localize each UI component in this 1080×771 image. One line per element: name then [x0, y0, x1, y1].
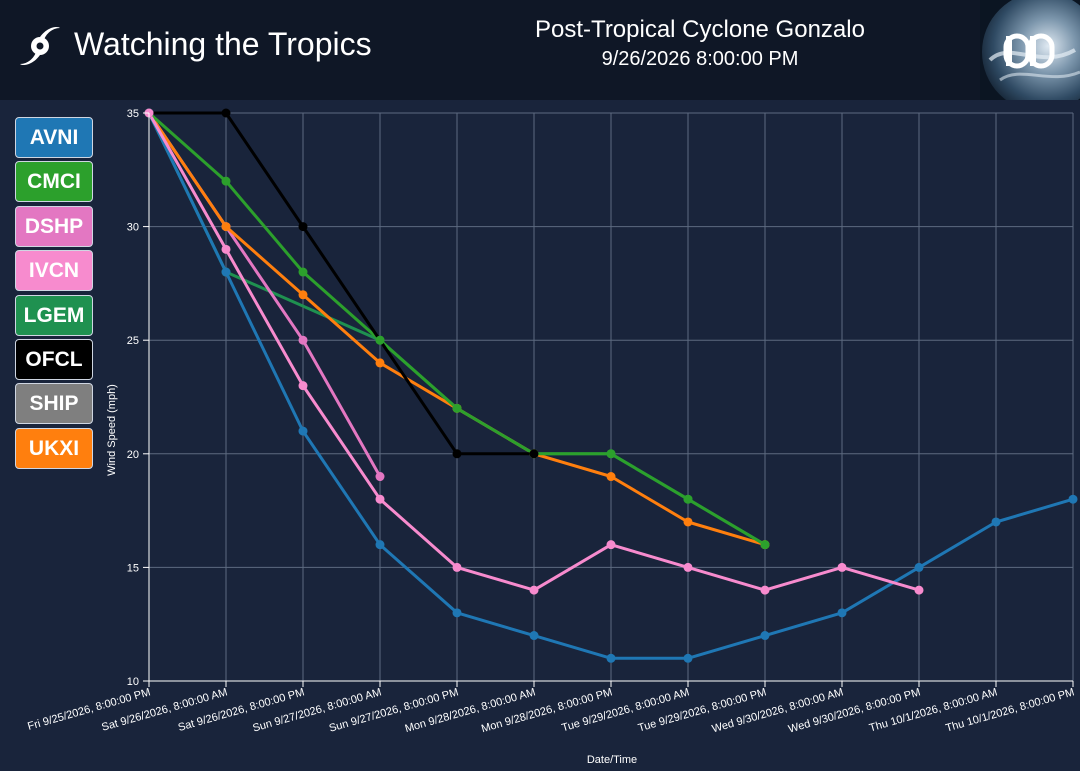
- x-tick-label: Sun 9/27/2026, 8:00:00 AM: [251, 686, 382, 734]
- data-point-ukxi[interactable]: [221, 222, 231, 232]
- x-tick-label: Sun 9/27/2026, 8:00:00 PM: [328, 686, 460, 734]
- data-point-cmci[interactable]: [298, 267, 308, 277]
- data-point-avni[interactable]: [221, 267, 231, 277]
- data-point-ofcl[interactable]: [529, 449, 539, 459]
- y-tick-label: 35: [127, 108, 139, 120]
- data-point-ivcn[interactable]: [298, 381, 308, 391]
- data-point-cmci[interactable]: [683, 494, 693, 504]
- data-point-avni[interactable]: [1068, 494, 1078, 504]
- data-point-ofcl[interactable]: [221, 108, 231, 118]
- data-point-avni[interactable]: [375, 540, 385, 550]
- x-tick-label: Sat 9/26/2026, 8:00:00 AM: [100, 686, 229, 733]
- y-tick-label: 15: [127, 562, 139, 574]
- legend-button-ofcl[interactable]: OFCL: [15, 338, 93, 380]
- data-point-ivcn[interactable]: [606, 540, 616, 550]
- x-tick-label: Fri 9/25/2026, 8:00:00 PM: [26, 686, 152, 733]
- y-axis-ticks: 10 15 20 25 30 35: [127, 108, 150, 688]
- data-point-ivcn[interactable]: [375, 494, 385, 504]
- legend-button-avni[interactable]: AVNI: [15, 117, 93, 158]
- data-point-ivcn[interactable]: [221, 244, 231, 254]
- dd-logo-icon: [980, 0, 1080, 100]
- x-tick-label: Wed 9/30/2026, 8:00:00 PM: [787, 686, 922, 735]
- data-point-ofcl[interactable]: [298, 222, 308, 232]
- data-point-avni[interactable]: [991, 517, 1001, 527]
- data-point-avni[interactable]: [298, 426, 308, 436]
- x-tick-label: Mon 9/28/2026, 8:00:00 PM: [480, 686, 614, 735]
- legend-button-lgem[interactable]: LGEM: [15, 294, 93, 336]
- app-title: Watching the Tropics: [74, 26, 372, 62]
- y-axis-title: Wind Speed (mph): [106, 384, 118, 476]
- data-point-cmci[interactable]: [375, 335, 385, 345]
- x-axis-title: Date/Time: [587, 754, 637, 766]
- data-point-ofcl[interactable]: [452, 449, 462, 459]
- data-point-avni[interactable]: [837, 608, 847, 618]
- data-point-cmci[interactable]: [452, 403, 462, 413]
- x-tick-label: Tue 9/29/2026, 8:00:00 PM: [637, 686, 768, 734]
- y-tick-label: 10: [127, 676, 139, 688]
- legend-button-ivcn[interactable]: IVCN: [15, 250, 93, 292]
- model-legend: AVNI CMCI DSHP IVCN LGEM OFCL SHIP UKXI: [15, 117, 93, 472]
- data-point-ukxi[interactable]: [375, 358, 385, 368]
- y-tick-label: 30: [127, 222, 139, 234]
- data-point-avni[interactable]: [452, 608, 462, 618]
- data-point-cmci[interactable]: [606, 449, 616, 459]
- data-point-avni[interactable]: [529, 631, 539, 641]
- data-point-dshp[interactable]: [298, 335, 308, 345]
- data-point-cmci[interactable]: [760, 540, 770, 550]
- data-point-ukxi[interactable]: [606, 472, 616, 482]
- y-tick-label: 20: [127, 449, 139, 461]
- data-point-ukxi[interactable]: [683, 517, 693, 527]
- x-tick-label: Thu 10/1/2026, 8:00:00 PM: [944, 686, 1075, 734]
- storm-name: Post-Tropical Cyclone Gonzalo: [535, 16, 865, 43]
- hurricane-icon: [20, 26, 60, 66]
- data-point-ivcn[interactable]: [529, 585, 539, 595]
- storm-time: 9/26/2026 8:00:00 PM: [601, 48, 799, 70]
- legend-button-cmci[interactable]: CMCI: [15, 161, 93, 203]
- y-tick-label: 25: [127, 335, 139, 347]
- data-point-avni[interactable]: [606, 653, 616, 663]
- data-point-ivcn[interactable]: [760, 585, 770, 595]
- data-point-avni[interactable]: [914, 562, 924, 572]
- data-point-ivcn[interactable]: [914, 585, 924, 595]
- x-tick-label: Thu 10/1/2026, 8:00:00 AM: [868, 686, 999, 734]
- x-tick-label: Mon 9/28/2026, 8:00:00 AM: [404, 686, 537, 735]
- x-tick-label: Wed 9/30/2026, 8:00:00 AM: [711, 686, 845, 735]
- x-tick-label: Sat 9/26/2026, 8:00:00 PM: [177, 686, 306, 734]
- data-point-avni[interactable]: [760, 631, 770, 641]
- data-point-ivcn[interactable]: [837, 562, 847, 572]
- legend-button-ukxi[interactable]: UKXI: [15, 427, 93, 469]
- legend-button-ship[interactable]: SHIP: [15, 383, 93, 425]
- legend-button-dshp[interactable]: DSHP: [15, 205, 93, 247]
- data-point-ivcn[interactable]: [683, 562, 693, 572]
- data-point-cmci[interactable]: [221, 176, 231, 186]
- data-point-avni[interactable]: [683, 653, 693, 663]
- header-bar: Watching the Tropics Post-Tropical Cyclo…: [0, 0, 1080, 100]
- data-point-ivcn[interactable]: [452, 562, 462, 572]
- x-tick-label: Tue 9/29/2026, 8:00:00 AM: [560, 686, 690, 734]
- data-point-dshp[interactable]: [375, 472, 385, 482]
- data-point-ukxi[interactable]: [298, 290, 308, 300]
